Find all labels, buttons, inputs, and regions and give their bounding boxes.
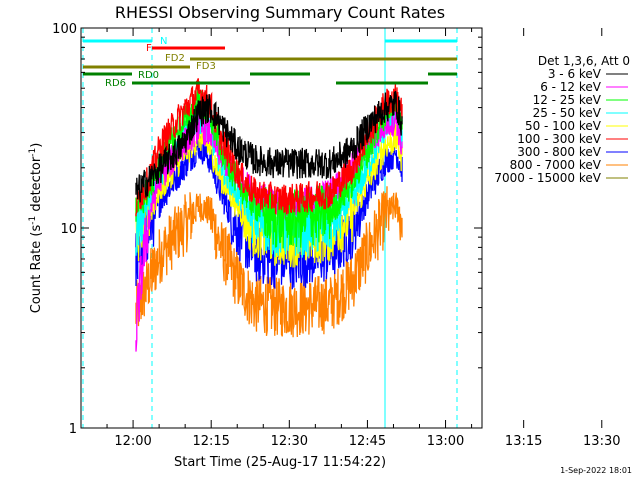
series-line-800-7000-kev xyxy=(135,186,403,338)
legend-entry-label: 6 - 12 keV xyxy=(540,80,602,94)
x-tick-label: 12:15 xyxy=(192,434,229,449)
bar-label-fd3: FD3 xyxy=(196,61,216,72)
x-tick-label: 12:45 xyxy=(349,434,386,449)
series-layer xyxy=(135,78,403,352)
attenuator-bars: NF FD2 FD3 RD0 RD6 xyxy=(83,36,457,89)
legend-entry-label: 100 - 300 keV xyxy=(517,132,601,146)
series-line-12-25-kev xyxy=(135,86,403,249)
legend-header: Det 1,3,6, Att 0 xyxy=(538,54,630,68)
series-line-3-6-kev xyxy=(135,90,403,203)
series-line-300-800-kev xyxy=(135,135,403,290)
legend-entry-label: 25 - 50 keV xyxy=(533,106,602,120)
x-tick-label: 13:30 xyxy=(583,434,620,449)
x-axis-label: Start Time (25-Aug-17 11:54:22) xyxy=(174,455,386,470)
y-axis: 1 10 100 xyxy=(52,22,482,437)
bar-label-f: F xyxy=(146,43,152,54)
series-line-100-300-kev xyxy=(135,78,403,217)
y-tick-label: 10 xyxy=(60,222,77,237)
y-axis-label-sup2: -1 xyxy=(28,148,38,157)
y-tick-label: 100 xyxy=(52,22,77,37)
x-tick-label: 12:30 xyxy=(271,434,308,449)
y-axis-label-mid: detector xyxy=(29,156,44,216)
bar-label-n: N xyxy=(160,36,167,47)
bar-label-rd0: RD0 xyxy=(138,70,159,81)
y-axis-label-sup1: -1 xyxy=(28,216,38,225)
x-tick-label: 12:00 xyxy=(114,434,151,449)
legend-entry-label: 3 - 6 keV xyxy=(548,67,602,81)
x-axis: 12:00 12:15 12:30 12:45 13:00 13:15 13:30 xyxy=(106,28,621,449)
chart-title: RHESSI Observing Summary Count Rates xyxy=(115,3,445,22)
legend-entry-label: 800 - 7000 keV xyxy=(510,158,602,172)
bar-label-rd6: RD6 xyxy=(105,78,126,89)
legend-entry-label: 7000 - 15000 keV xyxy=(494,171,601,185)
legend-entry-label: 300 - 800 keV xyxy=(517,145,601,159)
footer-timestamp: 1-Sep-2022 18:01 xyxy=(560,466,632,475)
legend-entry-label: 50 - 100 keV xyxy=(525,119,602,133)
x-tick-label: 13:15 xyxy=(505,434,542,449)
y-tick-label: 1 xyxy=(69,422,77,437)
legend-entry-label: 12 - 25 keV xyxy=(533,93,602,107)
y-axis-label: Count Rate (s-1 detector-1) xyxy=(28,143,44,314)
y-axis-label-main: Count Rate (s xyxy=(29,225,44,314)
y-axis-label-end: ) xyxy=(29,143,44,148)
x-tick-label: 13:00 xyxy=(427,434,464,449)
bar-label-fd2: FD2 xyxy=(165,53,185,64)
